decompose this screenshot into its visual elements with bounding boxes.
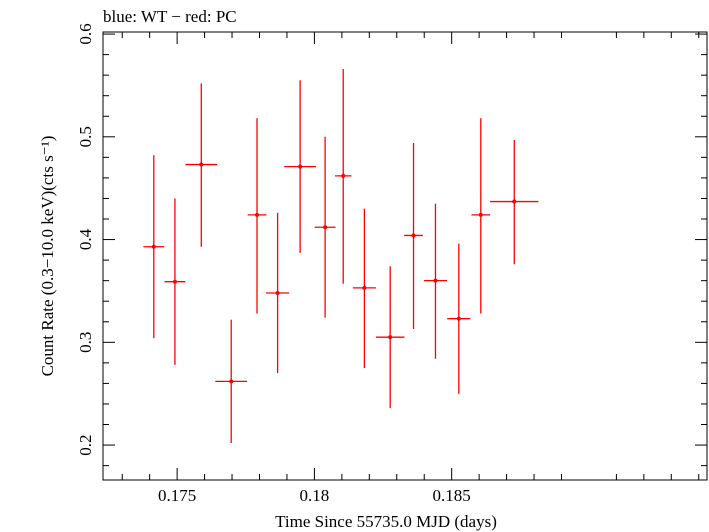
data-point: [490, 139, 539, 265]
x-tick-label: 0.18: [300, 486, 330, 505]
data-point: [447, 243, 471, 394]
data-point: [164, 198, 186, 365]
point-marker: [512, 199, 517, 204]
data-point: [215, 319, 248, 444]
point-marker: [275, 290, 280, 295]
y-tick-label: 0.6: [76, 23, 95, 44]
y-tick-label: 0.3: [76, 332, 95, 353]
point-marker: [298, 164, 303, 169]
x-tick-label: 0.185: [433, 486, 471, 505]
x-axis-ticks: [121, 32, 700, 480]
data-series-pc: [143, 68, 539, 444]
point-marker: [456, 316, 461, 321]
data-point: [404, 142, 423, 329]
data-point: [334, 68, 352, 284]
data-point: [266, 212, 290, 374]
data-point: [352, 208, 376, 368]
x-tick-label: 0.175: [158, 486, 196, 505]
y-axis-label: Count Rate (0.3−10.0 keV)(cts s⁻¹): [38, 136, 57, 377]
point-marker: [323, 225, 328, 230]
plot-area: [102, 31, 708, 481]
point-marker: [199, 162, 204, 167]
data-point: [423, 203, 448, 359]
point-marker: [172, 279, 177, 284]
y-tick-label: 0.2: [76, 434, 95, 455]
point-marker: [411, 233, 416, 238]
data-point: [471, 118, 491, 314]
data-point: [314, 136, 336, 318]
data-point: [143, 155, 165, 339]
y-axis-tick-labels: 0.2 0.3 0.4 0.5 0.6: [76, 23, 95, 455]
data-point: [284, 80, 317, 253]
point-marker: [362, 285, 367, 290]
chart-title: blue: WT − red: PC: [103, 7, 237, 26]
point-marker: [229, 379, 234, 384]
plot-frame: [102, 31, 708, 481]
point-marker: [151, 244, 156, 249]
data-point: [247, 118, 267, 314]
x-axis-label: Time Since 55735.0 MJD (days): [275, 512, 497, 531]
point-marker: [433, 278, 438, 283]
x-axis-tick-labels: 0.175 0.18 0.185: [158, 486, 471, 505]
point-marker: [255, 212, 260, 217]
y-tick-label: 0.5: [76, 126, 95, 147]
point-marker: [388, 335, 393, 340]
point-marker: [478, 212, 483, 217]
y-axis-ticks: [103, 33, 707, 467]
point-marker: [341, 173, 346, 178]
y-tick-label: 0.4: [76, 228, 95, 250]
data-point: [185, 83, 218, 247]
data-point: [375, 266, 405, 409]
